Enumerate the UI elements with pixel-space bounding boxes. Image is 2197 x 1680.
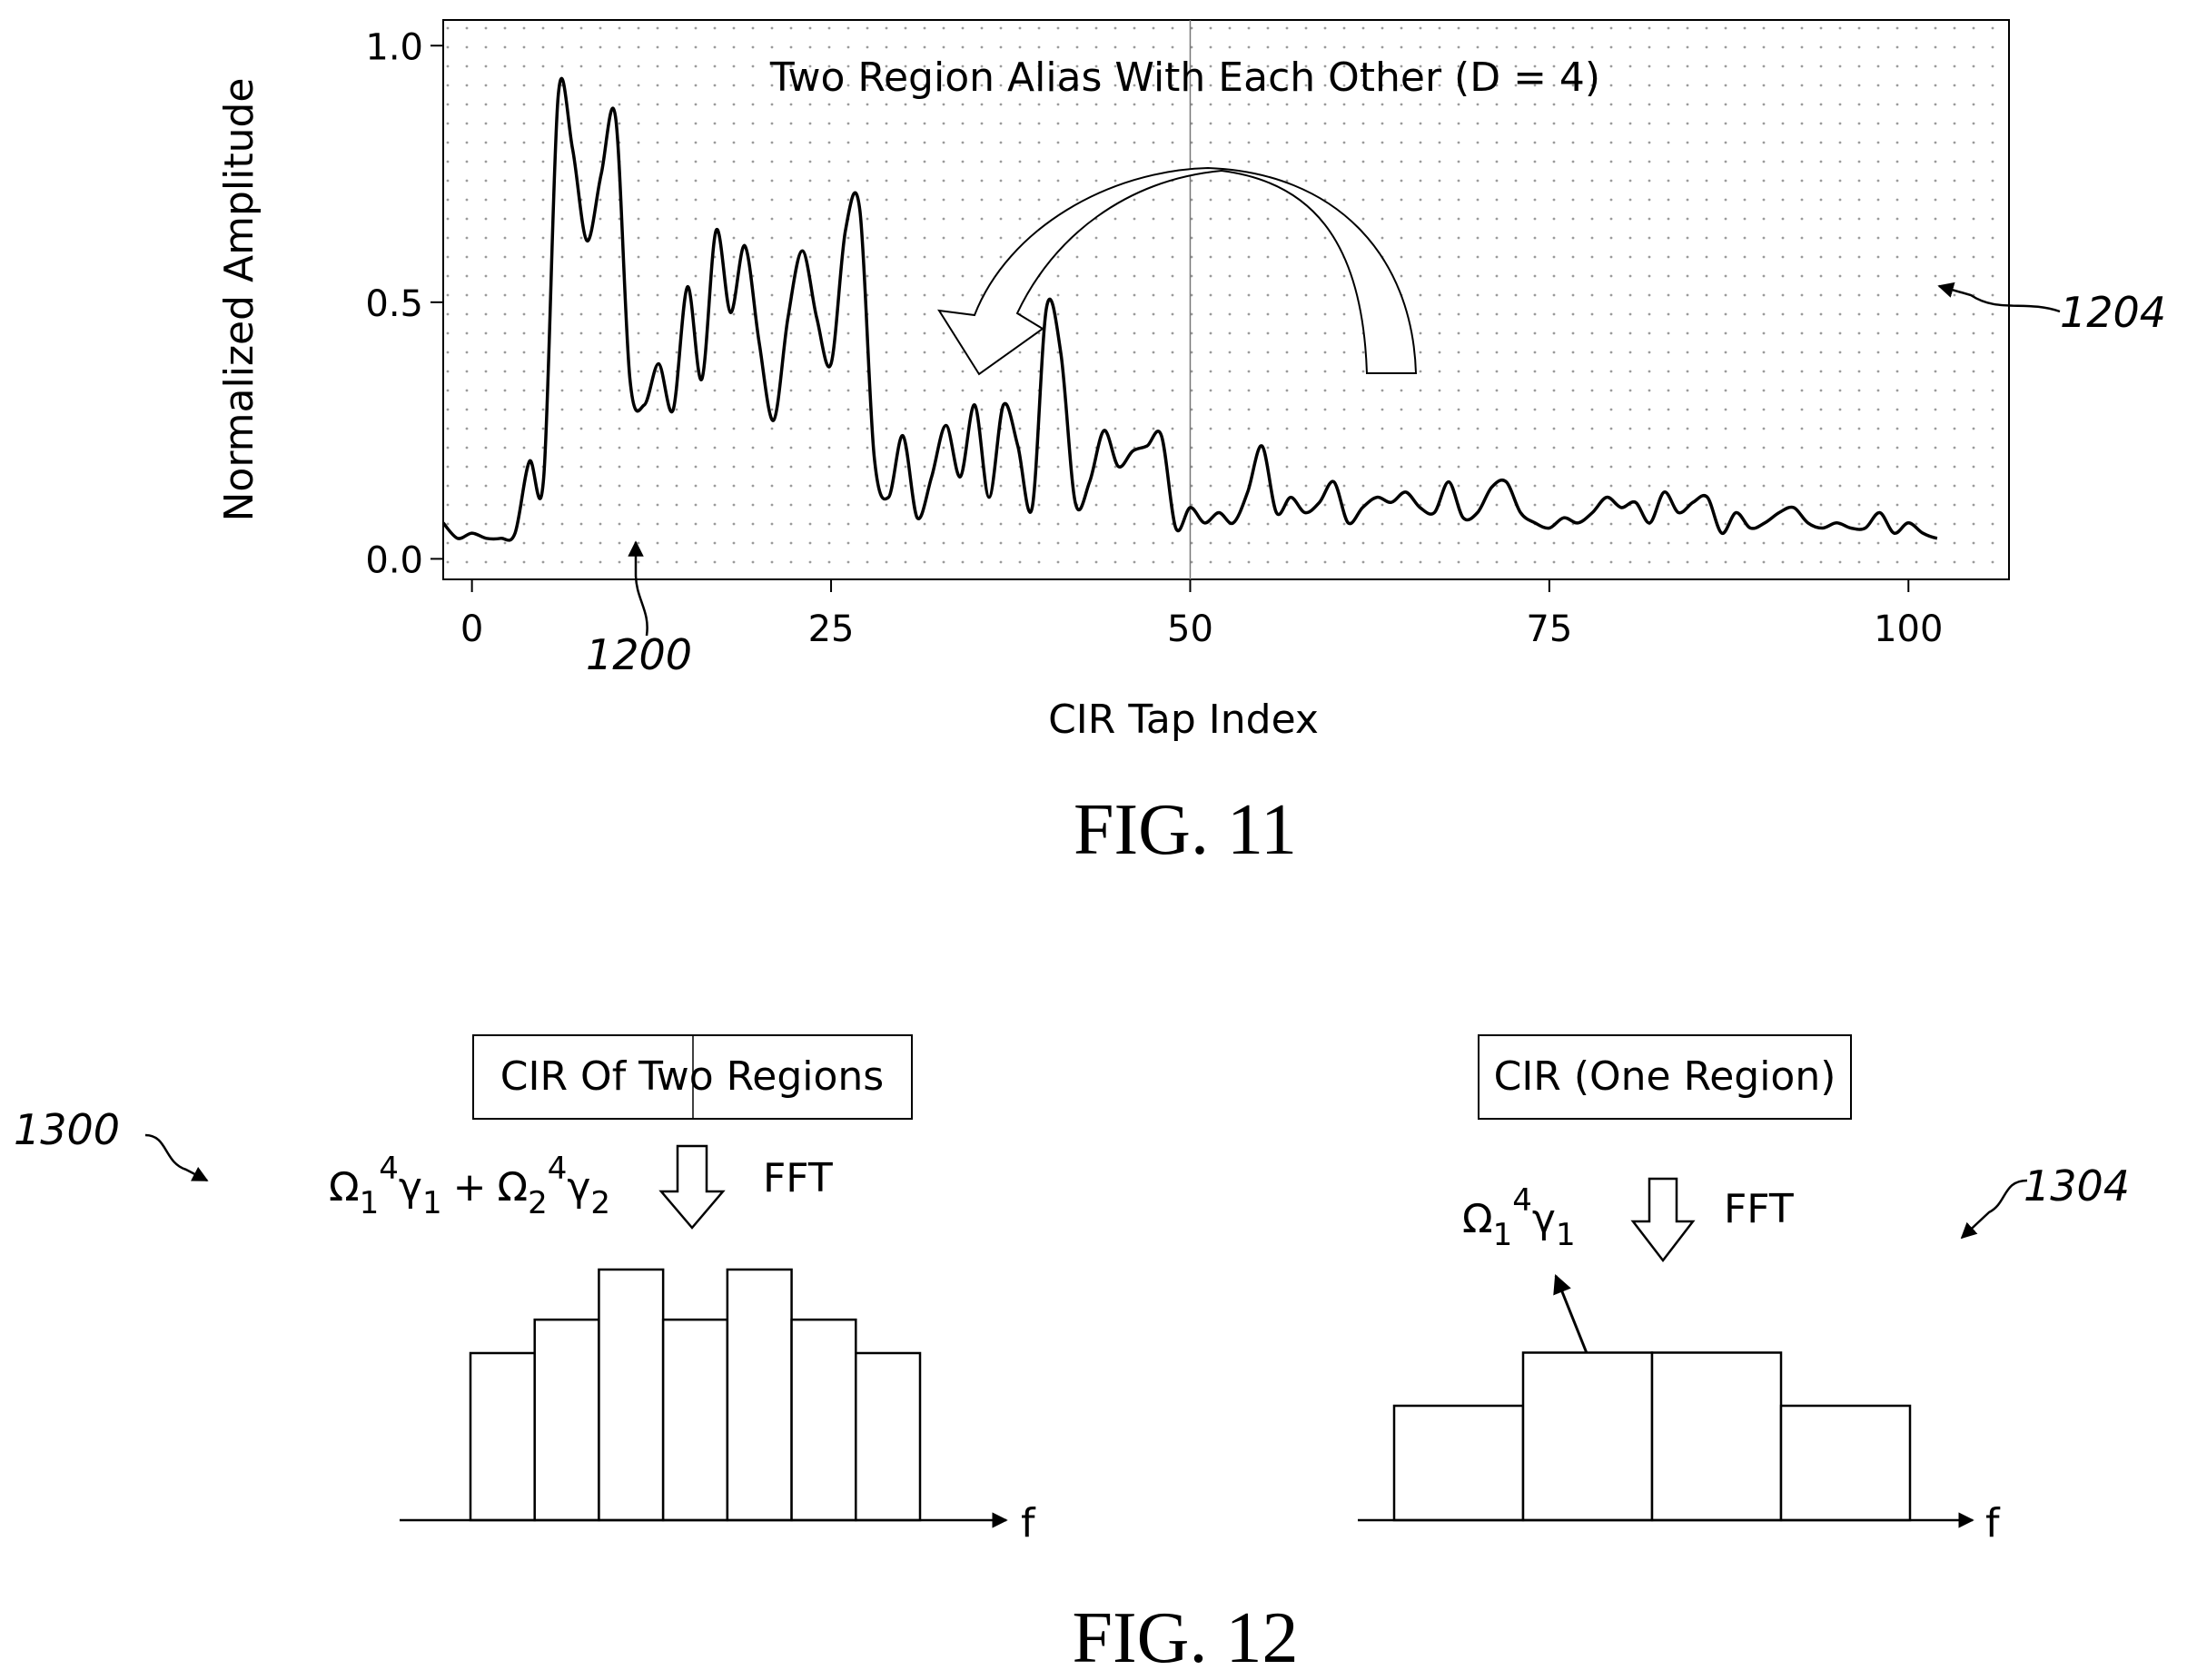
spectrum-bar: [469, 1351, 536, 1522]
cir-one-region-box: [1478, 1034, 1852, 1120]
spectrum-bar: [533, 1318, 600, 1522]
x-tick-label: 100: [1874, 608, 1943, 650]
fft-down-arrow: [1630, 1177, 1696, 1263]
y-axis-label: Normalized Amplitude: [216, 78, 262, 522]
spectrum-bar: [1650, 1351, 1783, 1522]
subscript: 2: [528, 1185, 548, 1221]
spectrum-bar: [598, 1268, 665, 1522]
plus-sign: +: [453, 1164, 487, 1211]
fig12-right-panel: CIR (One Region) FFT Ω14γ1 1304 f FIG. 1…: [1073, 1034, 2130, 1678]
fft-down-arrow: [658, 1144, 726, 1230]
y-tick-label: 0.0: [365, 539, 423, 581]
spectrum-bar: [1521, 1351, 1654, 1522]
superscript: 4: [1512, 1182, 1532, 1219]
fig12-caption: FIG. 12: [1073, 1598, 1299, 1678]
spectrum-bar: [1779, 1404, 1912, 1522]
gamma-1: γ: [1532, 1196, 1556, 1242]
omega-1: Ω: [329, 1164, 360, 1211]
subscript: 1: [1556, 1217, 1576, 1253]
x-tick-label: 25: [808, 608, 855, 650]
ref-1200-leader: [628, 540, 648, 637]
fig12-left-panel: 1300 CIR Of Two Regions FFT Ω14γ1 + Ω24γ2 …: [14, 1034, 1036, 1547]
plot-area: [442, 19, 2010, 580]
x-tick-label: 50: [1167, 608, 1213, 650]
spectrum-bar: [790, 1318, 857, 1522]
cir-one-region-label: CIR (One Region): [1494, 1053, 1836, 1100]
spectrum-bar: [726, 1268, 793, 1522]
formula-pointer-arrow: [1553, 1274, 1588, 1354]
superscript: 4: [548, 1151, 568, 1187]
spectrum-bar: [661, 1318, 729, 1522]
y-tick-label: 0.5: [365, 283, 423, 325]
ref-1204-leader: [1937, 282, 2061, 313]
cir-amplitude-line: [441, 76, 1938, 542]
x-axis-ticks: 0 25 50 75 100: [460, 579, 1943, 650]
fft-label: FFT: [1724, 1186, 1794, 1232]
ref-1300: 1300: [14, 1105, 120, 1154]
y-axis-ticks: 0.0 0.5 1.0: [365, 26, 443, 581]
ref-1200: 1200: [586, 630, 692, 679]
x-tick-label: 75: [1526, 608, 1572, 650]
omega-1: Ω: [1462, 1196, 1493, 1242]
x-tick-label: 0: [460, 608, 483, 650]
right-f-label: f: [1985, 1500, 2001, 1547]
superscript: 4: [379, 1151, 399, 1187]
fft-label: FFT: [763, 1155, 833, 1201]
subscript: 1: [422, 1185, 442, 1221]
ref-1304-leader: [1960, 1179, 2028, 1240]
ref-1300-leader: [144, 1133, 209, 1182]
cir-two-regions-label: CIR Of Two Regions: [500, 1053, 884, 1100]
ref-1304: 1304: [2024, 1161, 2130, 1211]
x-axis-label: CIR Tap Index: [1048, 697, 1319, 743]
fig11-line-chart: 0.0 0.5 1.0 0 25 50 75 100 Two Region Alias Wi…: [216, 19, 2166, 870]
chart-title: Two Region Alias With Each Other (D = 4): [769, 54, 1600, 101]
left-bar-chart: [469, 1268, 922, 1522]
spectrum-bar: [1392, 1404, 1525, 1522]
spectrum-bar: [855, 1351, 922, 1522]
right-bar-chart: [1392, 1351, 1912, 1522]
fig11-caption: FIG. 11: [1074, 790, 1297, 870]
subscript: 1: [1493, 1217, 1513, 1253]
formula-two-regions: Ω14γ1 + Ω24γ2: [329, 1151, 610, 1221]
left-f-label: f: [1021, 1500, 1036, 1547]
ref-1204: 1204: [2060, 288, 2166, 337]
gamma-2: γ: [567, 1164, 590, 1211]
y-tick-label: 1.0: [365, 26, 423, 68]
gamma-1: γ: [399, 1164, 422, 1211]
subscript: 2: [590, 1185, 610, 1221]
omega-2: Ω: [497, 1164, 528, 1211]
formula-one-region: Ω14γ1: [1462, 1182, 1576, 1253]
alias-curved-arrow: [937, 166, 1418, 376]
subscript: 1: [360, 1185, 380, 1221]
